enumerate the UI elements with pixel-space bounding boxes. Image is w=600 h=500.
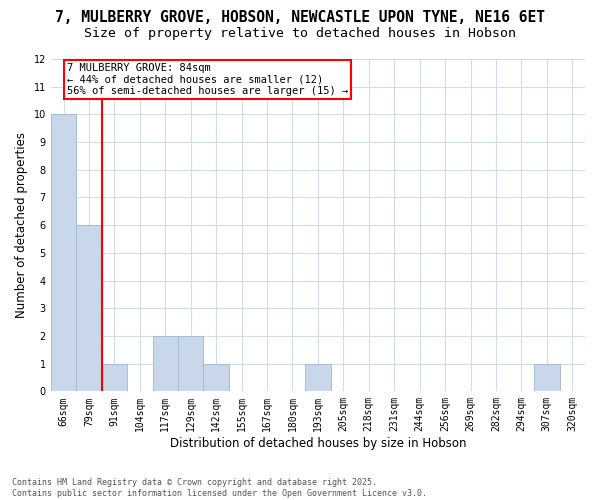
Bar [152,336,178,392]
Bar [101,364,127,392]
Text: 7, MULBERRY GROVE, HOBSON, NEWCASTLE UPON TYNE, NE16 6ET: 7, MULBERRY GROVE, HOBSON, NEWCASTLE UPO… [55,10,545,25]
Text: Size of property relative to detached houses in Hobson: Size of property relative to detached ho… [84,28,516,40]
Y-axis label: Number of detached properties: Number of detached properties [15,132,28,318]
Bar [534,364,560,392]
Bar [203,364,229,392]
Bar [76,225,101,392]
Bar [305,364,331,392]
Text: Contains HM Land Registry data © Crown copyright and database right 2025.
Contai: Contains HM Land Registry data © Crown c… [12,478,427,498]
X-axis label: Distribution of detached houses by size in Hobson: Distribution of detached houses by size … [170,437,466,450]
Bar [178,336,203,392]
Bar [51,114,76,392]
Text: 7 MULBERRY GROVE: 84sqm
← 44% of detached houses are smaller (12)
56% of semi-de: 7 MULBERRY GROVE: 84sqm ← 44% of detache… [67,63,348,96]
